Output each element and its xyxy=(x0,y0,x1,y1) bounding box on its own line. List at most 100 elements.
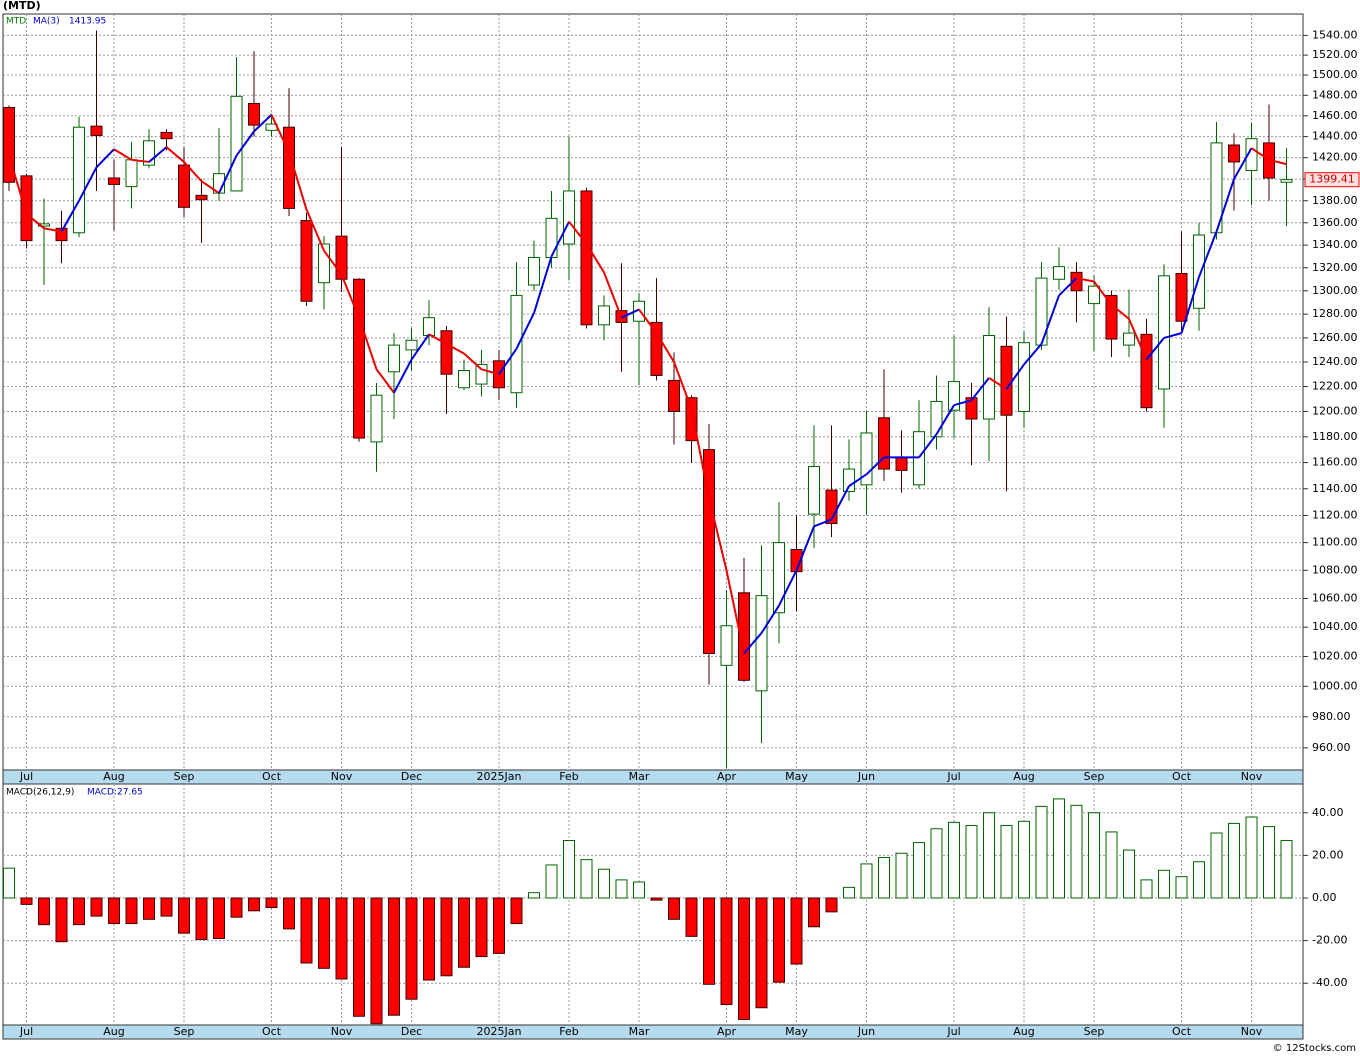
y-tick-label: 1380.00 xyxy=(1312,194,1358,207)
y-tick-label: 0.00 xyxy=(1312,891,1337,904)
ma-segment xyxy=(1233,147,1253,180)
candle-body xyxy=(1193,234,1205,309)
macd-bar xyxy=(1228,822,1240,899)
x-tick-label: Mar xyxy=(629,770,650,783)
ma-segment xyxy=(1023,343,1043,366)
candle-body xyxy=(160,131,173,140)
x-tick-label: Jul xyxy=(19,1025,33,1038)
macd-bar xyxy=(563,839,575,899)
candle-body xyxy=(1070,271,1083,292)
candle-body xyxy=(335,235,348,280)
macd-bar xyxy=(405,897,418,1000)
plot-layer: 960.00 980.00 1000.00 1020.00 1040.00 1060.00… xyxy=(3,14,1360,1038)
ma-segment xyxy=(358,317,378,370)
last-price-label: 1399.41 xyxy=(1309,173,1355,186)
macd-bar xyxy=(843,886,855,899)
macd-bar xyxy=(1140,879,1153,899)
macd-bar xyxy=(755,897,768,1009)
ma-segment xyxy=(8,155,28,215)
macd-bar xyxy=(213,897,225,939)
y-tick-label: 1540.00 xyxy=(1312,28,1358,41)
ma-segment xyxy=(305,209,325,252)
ma-segment xyxy=(1250,147,1270,161)
candle-body xyxy=(825,489,838,525)
y-tick-label: 1060.00 xyxy=(1312,591,1358,604)
x-tick-label: Jul xyxy=(19,770,33,783)
candle-body xyxy=(1123,332,1135,346)
candle-body xyxy=(1088,285,1100,305)
ma-segment xyxy=(78,166,98,202)
macd-bar xyxy=(1210,832,1223,899)
x-tick-label: 2025Jan xyxy=(477,1025,522,1038)
y-tick-label: 1220.00 xyxy=(1312,380,1358,393)
ma-segment xyxy=(621,308,640,319)
candle-body xyxy=(300,220,313,302)
macd-bar xyxy=(265,897,278,909)
macd-bar xyxy=(983,812,995,899)
ma-segment xyxy=(288,152,308,210)
ma-segment xyxy=(953,399,972,407)
y-tick-label: 1340.00 xyxy=(1312,238,1358,251)
candle-body xyxy=(843,468,855,492)
ma-segment xyxy=(235,130,255,157)
y-tick-label: 1020.00 xyxy=(1312,649,1358,662)
candle-body xyxy=(125,159,138,188)
y-tick-label: 1100.00 xyxy=(1312,536,1358,549)
candle-body xyxy=(860,432,873,486)
ma-segment xyxy=(498,348,518,375)
candle-body xyxy=(440,330,453,375)
y-tick-label: 1520.00 xyxy=(1312,48,1358,61)
macd-bar xyxy=(125,897,138,925)
macd-bar xyxy=(493,897,505,954)
ma-segment xyxy=(673,361,693,410)
watermark: © 12Stocks.com xyxy=(1273,1043,1356,1054)
macd-bar xyxy=(1070,804,1083,899)
macd-bar xyxy=(1123,849,1135,899)
macd-bar xyxy=(580,859,593,899)
ma-legend: MA(3) xyxy=(33,17,60,27)
x-tick-label: Sep xyxy=(1084,770,1105,783)
y-tick-label: 1040.00 xyxy=(1312,620,1358,633)
y-tick-label: 1240.00 xyxy=(1312,355,1358,368)
candle-body xyxy=(318,243,330,284)
candle-body xyxy=(1175,272,1188,322)
ma-segment xyxy=(463,352,483,371)
macd-bar xyxy=(528,892,540,899)
macd-bar xyxy=(178,897,190,934)
ma-segment xyxy=(813,518,832,528)
candle-body xyxy=(808,465,820,515)
ma-segment xyxy=(446,343,465,355)
ma-segment xyxy=(1110,303,1130,320)
candle-body xyxy=(73,126,85,234)
macd-bar xyxy=(510,897,523,925)
y-tick-label: 1360.00 xyxy=(1312,216,1358,229)
ma-segment xyxy=(918,433,938,458)
ma-segment xyxy=(550,221,570,257)
ma-segment xyxy=(743,632,763,655)
ma-segment xyxy=(603,271,623,319)
x-tick-label: Apr xyxy=(717,1025,737,1038)
y-tick-label: 1120.00 xyxy=(1312,508,1358,521)
ma-segment xyxy=(708,497,728,571)
y-tick-label: 20.00 xyxy=(1312,848,1344,861)
macd-bar xyxy=(423,897,435,981)
ma-segment xyxy=(533,256,553,314)
x-tick-label: Nov xyxy=(331,1025,353,1038)
macd-bar xyxy=(598,868,610,899)
price-date-strip xyxy=(2,769,1304,785)
candle-body xyxy=(1018,342,1030,412)
candle-body xyxy=(195,194,208,201)
candle-body xyxy=(563,190,575,245)
candle-body xyxy=(20,175,33,242)
macd-bar xyxy=(160,897,173,917)
candle-body xyxy=(650,321,663,376)
macd-bar xyxy=(1280,839,1293,899)
macd-bar xyxy=(1000,825,1013,899)
x-tick-label: May xyxy=(785,1025,808,1038)
ma-segment xyxy=(778,569,798,607)
ma-segment xyxy=(1198,231,1218,278)
ma-segment xyxy=(988,377,1008,390)
x-tick-label: Nov xyxy=(1241,770,1263,783)
x-tick-label: Oct xyxy=(1172,770,1192,783)
